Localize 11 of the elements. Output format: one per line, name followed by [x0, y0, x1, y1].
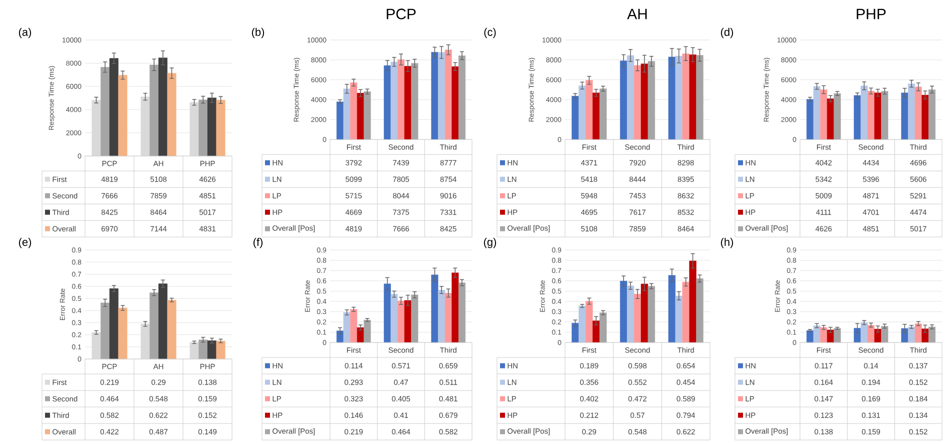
- chart-title: PCP: [386, 8, 416, 20]
- text: (g): [484, 238, 496, 248]
- text: (e): [18, 238, 32, 248]
- text: (d): [720, 28, 734, 38]
- text: (h): [720, 238, 734, 248]
- text: (b): [252, 28, 264, 38]
- text: (f): [253, 238, 263, 248]
- text: (c): [484, 28, 496, 38]
- chart-title: AH: [627, 8, 647, 20]
- text: (a): [18, 28, 32, 38]
- chart-title: PHP: [856, 8, 886, 20]
